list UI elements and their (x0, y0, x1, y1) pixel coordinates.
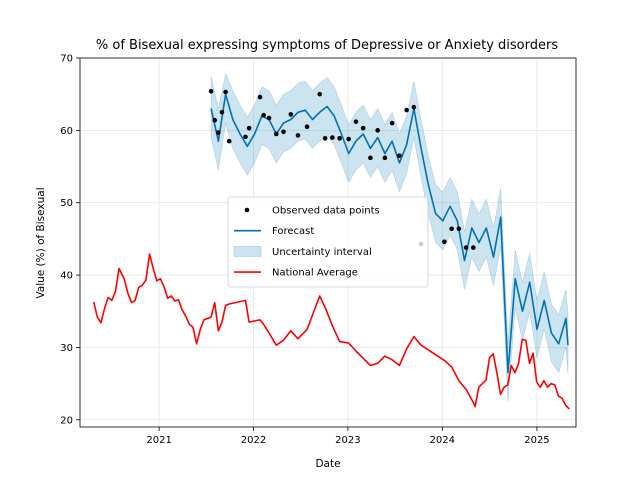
observed-point (216, 130, 221, 135)
x-axis-ticks: 2021 2022 2023 2024 2025 (146, 427, 550, 446)
x-tick-label: 2021 (146, 435, 171, 446)
observed-point (281, 129, 286, 135)
plot-frame (79, 57, 577, 428)
y-tick-label: 70 (60, 54, 73, 65)
x-axis-label: Date (315, 458, 340, 470)
x-tick-label: 2022 (241, 435, 266, 446)
observed-point (397, 153, 402, 158)
legend-label: Observed data points (272, 206, 380, 217)
y-tick-label: 60 (60, 126, 73, 137)
x-tick-label: 2024 (430, 435, 455, 446)
observed-point (330, 135, 335, 140)
observed-point (389, 120, 395, 126)
observed-point (212, 117, 218, 123)
legend-marker-observed (244, 207, 250, 213)
legend-marker-uncertainty (233, 246, 262, 257)
observed-point (246, 125, 252, 131)
observed-point (219, 109, 225, 115)
observed-point (346, 136, 351, 142)
observed-point (266, 115, 272, 121)
observed-point (223, 89, 228, 95)
observed-point (322, 136, 328, 141)
observed-point (463, 245, 469, 250)
observed-point (304, 124, 310, 130)
observed-point (360, 125, 366, 131)
x-tick-label: 2023 (335, 435, 360, 446)
observed-points-layer (208, 88, 476, 250)
observed-point (288, 112, 294, 117)
observed-point (257, 94, 263, 100)
y-tick-label: 30 (60, 343, 73, 354)
observed-point (261, 112, 266, 118)
y-tick-label: 20 (60, 415, 73, 426)
x-tick-label: 2025 (524, 435, 549, 446)
observed-point (295, 133, 301, 138)
national-average-line (92, 253, 570, 410)
legend-label: Uncertainty interval (272, 247, 372, 258)
observed-point (273, 131, 279, 137)
line-layer (92, 93, 570, 410)
legend-label: National Average (272, 268, 358, 279)
observed-point (404, 107, 409, 113)
observed-point (375, 128, 380, 133)
observed-point (208, 88, 214, 94)
observed-point (449, 226, 454, 232)
observed-point (456, 226, 462, 232)
observed-point (411, 104, 417, 110)
legend: Observed data points Forecast Uncertainty … (227, 196, 429, 288)
observed-point (353, 119, 359, 124)
observed-point (317, 91, 323, 97)
chart-title: % of Bisexual expressing symptoms of Dep… (96, 38, 558, 53)
legend-box (227, 196, 429, 288)
y-tick-label: 40 (60, 271, 73, 282)
observed-point (368, 155, 373, 161)
legend-label: Forecast (272, 226, 314, 237)
observed-point (243, 134, 248, 140)
observed-point (337, 136, 342, 141)
y-axis-label: Value (%) of Bisexual (35, 187, 47, 298)
observed-point (226, 138, 232, 144)
observed-point (382, 155, 388, 161)
y-tick-label: 50 (60, 198, 73, 209)
observed-point (442, 239, 447, 245)
observed-point (471, 245, 476, 250)
forecast-line (210, 93, 569, 374)
y-axis-ticks: 20 30 40 50 60 70 (60, 54, 80, 426)
